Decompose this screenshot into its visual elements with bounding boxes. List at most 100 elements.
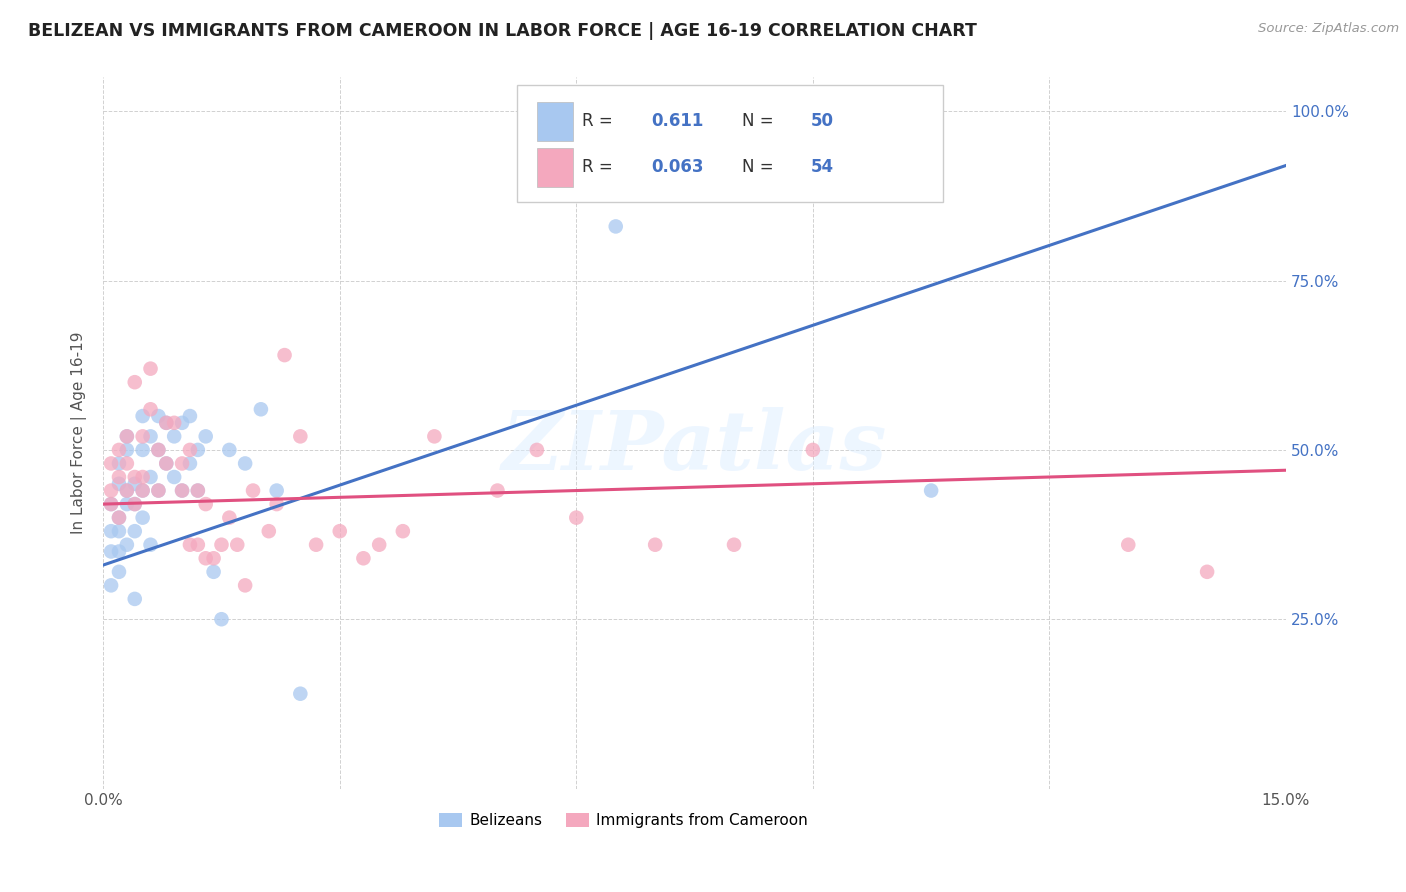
Text: Source: ZipAtlas.com: Source: ZipAtlas.com <box>1258 22 1399 36</box>
Point <box>1116 538 1139 552</box>
Point <box>148 442 170 457</box>
Text: R =: R = <box>582 112 619 130</box>
Point <box>170 483 193 498</box>
Point <box>115 429 138 443</box>
Point <box>920 483 942 498</box>
Point <box>139 361 162 376</box>
Point <box>194 551 217 566</box>
Point <box>179 457 201 471</box>
Point <box>305 538 328 552</box>
Point <box>170 483 193 498</box>
Point <box>218 510 240 524</box>
Point <box>392 524 415 538</box>
Point <box>131 442 153 457</box>
Text: N =: N = <box>742 159 779 177</box>
Point <box>148 483 170 498</box>
Point <box>139 470 162 484</box>
Point <box>242 483 264 498</box>
Point <box>108 524 131 538</box>
Point <box>226 538 249 552</box>
Point <box>163 416 186 430</box>
Point <box>486 483 509 498</box>
Point <box>124 524 146 538</box>
Text: N =: N = <box>742 112 779 130</box>
Point <box>187 483 209 498</box>
Text: R =: R = <box>582 159 619 177</box>
Text: 54: 54 <box>810 159 834 177</box>
Point <box>124 476 146 491</box>
Point <box>139 429 162 443</box>
Point <box>115 457 138 471</box>
Point <box>115 483 138 498</box>
Point <box>179 409 201 423</box>
Point <box>194 497 217 511</box>
Point <box>108 457 131 471</box>
Point <box>124 375 146 389</box>
Point <box>202 551 225 566</box>
Point <box>131 470 153 484</box>
Point <box>100 483 122 498</box>
Point <box>211 538 233 552</box>
Point <box>108 476 131 491</box>
Point <box>266 497 288 511</box>
Point <box>100 578 122 592</box>
Point <box>148 442 170 457</box>
Text: 0.063: 0.063 <box>651 159 703 177</box>
Point <box>218 442 240 457</box>
FancyBboxPatch shape <box>517 85 943 202</box>
Point <box>170 457 193 471</box>
Text: 50: 50 <box>810 112 834 130</box>
Point <box>423 429 446 443</box>
Point <box>233 578 256 592</box>
Point <box>100 524 122 538</box>
Point <box>202 565 225 579</box>
Point <box>100 497 122 511</box>
Point <box>257 524 280 538</box>
Point <box>273 348 295 362</box>
Point <box>100 497 122 511</box>
Point <box>124 497 146 511</box>
Point <box>155 457 177 471</box>
Point <box>565 510 588 524</box>
Point <box>115 442 138 457</box>
Text: BELIZEAN VS IMMIGRANTS FROM CAMEROON IN LABOR FORCE | AGE 16-19 CORRELATION CHAR: BELIZEAN VS IMMIGRANTS FROM CAMEROON IN … <box>28 22 977 40</box>
Point <box>155 416 177 430</box>
Point <box>290 687 312 701</box>
Point <box>163 470 186 484</box>
Point <box>100 457 122 471</box>
Point <box>108 544 131 558</box>
Point <box>115 497 138 511</box>
Point <box>108 442 131 457</box>
Point <box>163 429 186 443</box>
Point <box>187 538 209 552</box>
Point <box>290 429 312 443</box>
Point <box>194 429 217 443</box>
Point <box>187 442 209 457</box>
Point <box>139 402 162 417</box>
FancyBboxPatch shape <box>537 102 572 141</box>
Point <box>131 483 153 498</box>
Text: ZIPatlas: ZIPatlas <box>502 408 887 487</box>
Point <box>187 483 209 498</box>
Point <box>644 538 666 552</box>
Y-axis label: In Labor Force | Age 16-19: In Labor Force | Age 16-19 <box>72 332 87 534</box>
Point <box>131 483 153 498</box>
Point <box>605 219 627 234</box>
Point <box>1197 565 1219 579</box>
Legend: Belizeans, Immigrants from Cameroon: Belizeans, Immigrants from Cameroon <box>433 807 814 834</box>
Point <box>266 483 288 498</box>
Point <box>155 457 177 471</box>
Point <box>250 402 273 417</box>
Point <box>155 416 177 430</box>
Text: 0.611: 0.611 <box>651 112 703 130</box>
Point <box>139 538 162 552</box>
Point <box>801 442 824 457</box>
Point <box>179 442 201 457</box>
Point <box>108 510 131 524</box>
Point <box>100 544 122 558</box>
Point <box>723 538 745 552</box>
FancyBboxPatch shape <box>537 148 572 187</box>
Point <box>108 510 131 524</box>
Point <box>124 591 146 606</box>
Point <box>131 510 153 524</box>
